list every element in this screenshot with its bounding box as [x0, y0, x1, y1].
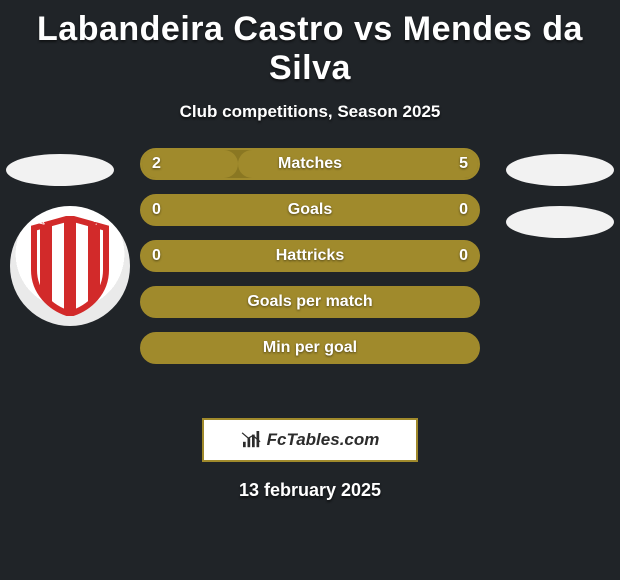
- stat-value-right: 0: [459, 201, 468, 219]
- page-subtitle: Club competitions, Season 2025: [0, 102, 620, 122]
- stat-bar: Min per goal: [140, 332, 480, 364]
- stat-value-right: 0: [459, 247, 468, 265]
- stat-bar: Matches 2 5: [140, 148, 480, 180]
- brand-box[interactable]: FcTables.com: [202, 418, 418, 462]
- date-text: 13 february 2025: [0, 480, 620, 501]
- stat-value-left: 0: [152, 247, 161, 265]
- stat-label: Goals per match: [247, 293, 372, 311]
- club-badge-left: VILA NOVA F.C.: [10, 206, 130, 326]
- bars-chart-icon: [241, 431, 263, 449]
- stat-bar: Goals per match: [140, 286, 480, 318]
- comparison-stage: VILA NOVA F.C. Matches25Goals00Hattricks…: [0, 148, 620, 408]
- brand-text: FcTables.com: [267, 430, 380, 450]
- stat-bar: Goals 0 0: [140, 194, 480, 226]
- player-right-oval: [506, 154, 614, 186]
- page-title: Labandeira Castro vs Mendes da Silva: [0, 0, 620, 88]
- stat-bars: Matches 2 5 Goals 0 0 Hattricks 0 0 Goals per mat…: [140, 148, 480, 364]
- stat-label: Matches: [278, 155, 342, 173]
- stat-value-left: 2: [152, 155, 161, 173]
- stat-label: Goals: [288, 201, 332, 219]
- player-left-oval: [6, 154, 114, 186]
- stat-label: Hattricks: [276, 247, 344, 265]
- player-right-oval-2: [506, 206, 614, 238]
- stat-bar: Hattricks 0 0: [140, 240, 480, 272]
- stat-fill-right: [238, 150, 478, 178]
- stat-label: Min per goal: [263, 339, 357, 357]
- stat-value-right: 5: [459, 155, 468, 173]
- stat-value-left: 0: [152, 201, 161, 219]
- shield-icon: VILA NOVA F.C.: [28, 216, 112, 316]
